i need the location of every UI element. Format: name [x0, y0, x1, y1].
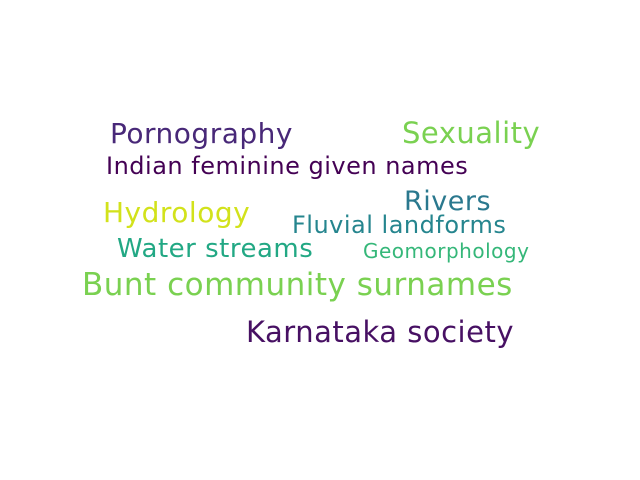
word-karnataka-society: Karnataka society: [246, 315, 514, 349]
word-pornography: Pornography: [110, 117, 293, 150]
word-rivers: Rivers: [404, 186, 492, 217]
word-indian-feminine-given-names: Indian feminine given names: [106, 152, 469, 180]
word-sexuality: Sexuality: [402, 116, 541, 150]
word-hydrology: Hydrology: [103, 196, 251, 229]
word-bunt-community-surnames: Bunt community surnames: [82, 267, 513, 303]
word-fluvial-landforms: Fluvial landforms: [292, 211, 507, 239]
word-water-streams: Water streams: [117, 234, 314, 264]
word-geomorphology: Geomorphology: [363, 239, 530, 263]
